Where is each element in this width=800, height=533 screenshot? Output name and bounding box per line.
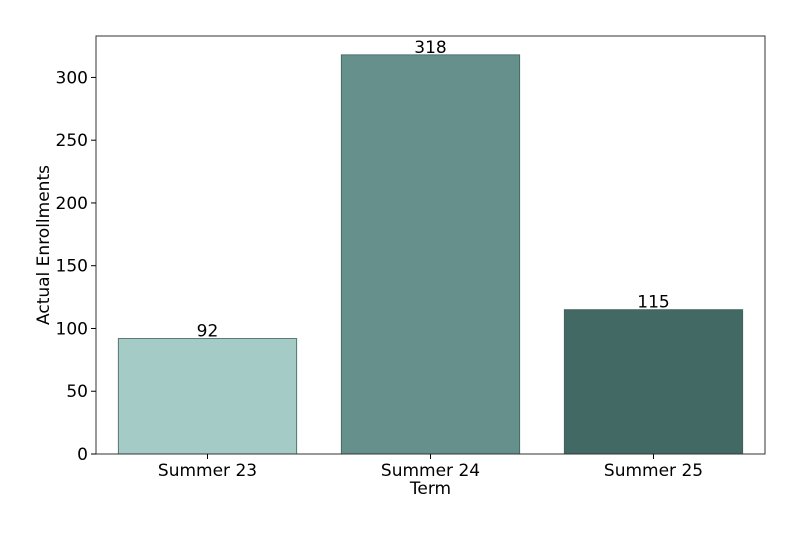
x-tick-label: Summer 23 — [158, 461, 257, 481]
y-tick-label: 0 — [77, 445, 88, 465]
y-tick-label: 150 — [56, 257, 88, 277]
bar-summer-23 — [117, 338, 298, 455]
data-label: 92 — [197, 322, 219, 342]
y-tick-label: 250 — [56, 131, 88, 151]
bar-summer-25 — [563, 309, 744, 455]
x-axis-label: Term — [409, 479, 451, 499]
y-tick-label: 50 — [66, 382, 88, 402]
data-label: 318 — [414, 38, 446, 58]
y-tick-label: 200 — [56, 194, 88, 214]
bar-summer-24 — [340, 54, 521, 455]
y-tick-label: 100 — [56, 319, 88, 339]
y-tick-label: 300 — [56, 68, 88, 88]
data-labels-group: 92 318 115 — [197, 38, 670, 342]
data-label: 115 — [637, 293, 669, 313]
bars-group — [117, 54, 744, 455]
x-axis-ticks: Summer 23 Summer 24 Summer 25 — [158, 454, 703, 481]
y-axis-ticks: 0 50 100 150 200 250 300 — [56, 68, 96, 465]
x-tick-label: Summer 25 — [604, 461, 703, 481]
x-tick-label: Summer 24 — [381, 461, 480, 481]
y-axis-label: Actual Enrollments — [34, 165, 54, 325]
